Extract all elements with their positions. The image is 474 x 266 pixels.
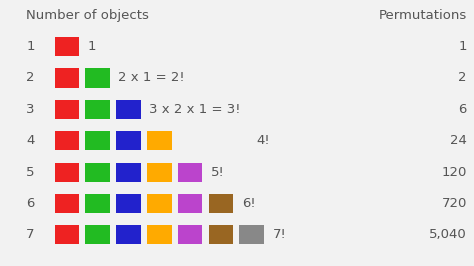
FancyBboxPatch shape [178, 194, 202, 213]
FancyBboxPatch shape [147, 225, 172, 244]
FancyBboxPatch shape [116, 100, 141, 119]
Text: 720: 720 [441, 197, 467, 210]
Text: 3: 3 [26, 103, 35, 116]
Text: 2: 2 [458, 72, 467, 84]
Text: 2 x 1 = 2!: 2 x 1 = 2! [118, 72, 185, 84]
Text: 4: 4 [26, 134, 35, 147]
Text: 4!: 4! [256, 134, 270, 147]
FancyBboxPatch shape [178, 163, 202, 182]
Text: 1: 1 [88, 40, 96, 53]
Text: Permutations: Permutations [379, 9, 467, 22]
Text: 24: 24 [450, 134, 467, 147]
FancyBboxPatch shape [239, 225, 264, 244]
Text: 3 x 2 x 1 = 3!: 3 x 2 x 1 = 3! [149, 103, 241, 116]
FancyBboxPatch shape [178, 225, 202, 244]
FancyBboxPatch shape [209, 225, 233, 244]
FancyBboxPatch shape [55, 194, 79, 213]
Text: 120: 120 [441, 166, 467, 178]
FancyBboxPatch shape [55, 225, 79, 244]
Text: 5: 5 [26, 166, 35, 178]
Text: 6!: 6! [242, 197, 255, 210]
FancyBboxPatch shape [55, 100, 79, 119]
FancyBboxPatch shape [85, 131, 110, 150]
Text: 1: 1 [26, 40, 35, 53]
FancyBboxPatch shape [209, 194, 233, 213]
Text: 7!: 7! [273, 228, 286, 241]
FancyBboxPatch shape [55, 163, 79, 182]
FancyBboxPatch shape [55, 68, 79, 88]
FancyBboxPatch shape [85, 225, 110, 244]
FancyBboxPatch shape [85, 100, 110, 119]
Text: 2: 2 [26, 72, 35, 84]
FancyBboxPatch shape [147, 194, 172, 213]
Text: 5!: 5! [211, 166, 225, 178]
Text: 5,040: 5,040 [429, 228, 467, 241]
Text: 7: 7 [26, 228, 35, 241]
Text: 1: 1 [458, 40, 467, 53]
FancyBboxPatch shape [116, 131, 141, 150]
FancyBboxPatch shape [116, 225, 141, 244]
FancyBboxPatch shape [85, 68, 110, 88]
FancyBboxPatch shape [55, 37, 79, 56]
FancyBboxPatch shape [116, 194, 141, 213]
FancyBboxPatch shape [85, 194, 110, 213]
Text: 6: 6 [26, 197, 35, 210]
FancyBboxPatch shape [147, 131, 172, 150]
Text: Number of objects: Number of objects [26, 9, 149, 22]
FancyBboxPatch shape [85, 163, 110, 182]
FancyBboxPatch shape [116, 163, 141, 182]
Text: 6: 6 [458, 103, 467, 116]
FancyBboxPatch shape [55, 131, 79, 150]
FancyBboxPatch shape [147, 163, 172, 182]
